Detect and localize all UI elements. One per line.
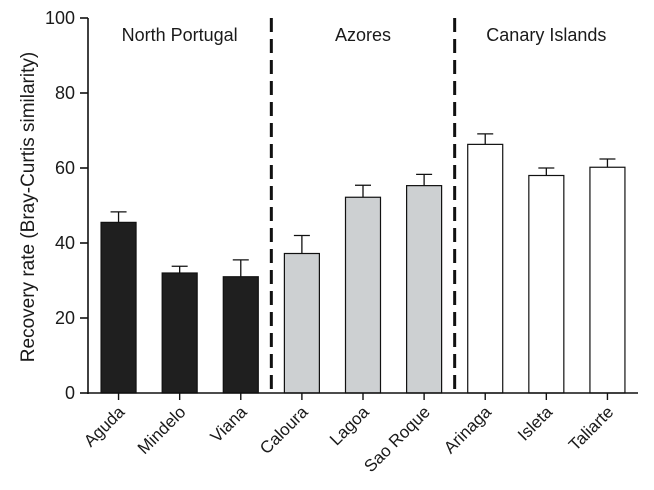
y-tick-label: 80 [55,83,75,103]
x-tick-label: Viana [207,402,251,446]
x-tick-label: Sao Roque [360,402,434,476]
y-tick-label: 20 [55,308,75,328]
bar-viana [222,276,259,394]
bar-sao-roque [406,185,443,394]
y-tick-label: 60 [55,158,75,178]
group-label-canary-islands: Canary Islands [486,25,606,45]
x-tick-label: Aguda [80,402,129,451]
group-label-north-portugal: North Portugal [122,25,238,45]
bar-lagoa [344,196,382,394]
y-axis-ticks: 0 20 40 60 80 100 [45,8,88,403]
x-tick-label: Caloura [256,402,312,458]
bar-aguda [100,221,137,394]
x-tick-label: Mindelo [134,402,190,458]
bar-mindelo [161,272,198,394]
bar-taliarte [589,166,626,394]
error-bars [110,133,616,277]
bar-caloura [283,252,320,394]
group-labels: North Portugal Azores Canary Islands [122,25,607,45]
x-tick-label: Isleta [514,402,557,445]
y-axis-label: Recovery rate (Bray-Curtis similarity) [18,52,39,362]
group-label-azores: Azores [335,25,391,45]
x-tick-label: Arinaga [440,402,495,457]
y-tick-label: 40 [55,233,75,253]
x-tick-label: Lagoa [326,402,373,449]
y-tick-label: 100 [45,8,75,28]
bars [100,143,626,394]
bar-arinaga [467,143,504,394]
x-tick-label: Taliarte [565,402,617,454]
y-tick-label: 0 [65,383,75,403]
bar-isleta [528,174,565,394]
